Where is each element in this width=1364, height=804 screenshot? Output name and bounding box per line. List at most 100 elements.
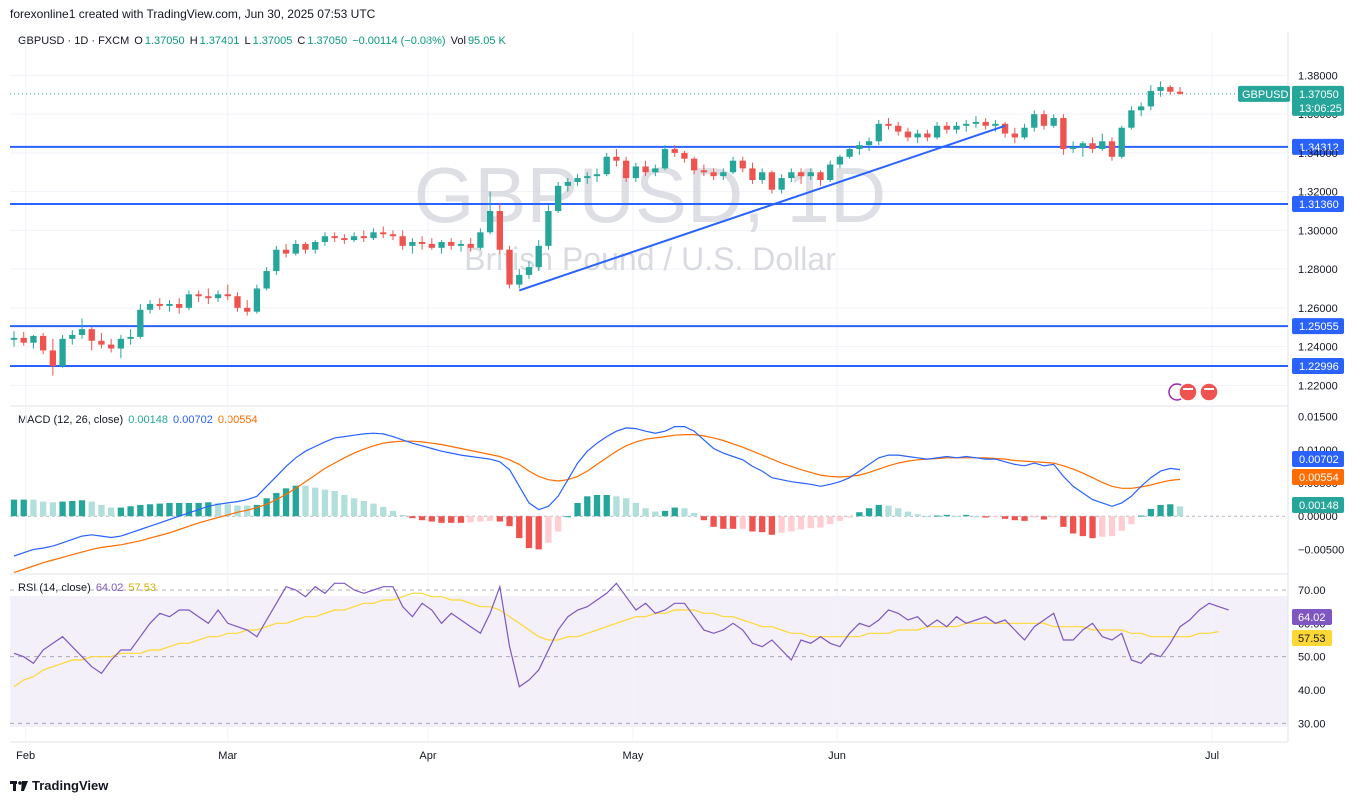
- macd-histogram-bar: [661, 510, 669, 517]
- macd-histogram-bar: [535, 516, 542, 550]
- change-value: −0.00114 (−0.08%): [352, 35, 446, 47]
- symbol-label[interactable]: GBPUSD · 1D · FXCM: [18, 35, 130, 47]
- candle-body: [506, 249, 513, 285]
- macd-value-label: 0.00702: [1299, 454, 1339, 466]
- macd-histogram-bar: [399, 514, 406, 517]
- price-tick-label: 1.34000: [1298, 148, 1338, 160]
- footer-brand[interactable]: TradingView: [10, 778, 108, 793]
- candle-body: [554, 185, 562, 212]
- candle-body: [856, 145, 863, 150]
- candle-body: [972, 121, 980, 124]
- macd-histogram-bar: [875, 504, 882, 517]
- symbol-tag: [1238, 85, 1290, 102]
- price-tick-label: 1.22000: [1298, 380, 1338, 392]
- macd-histogram-bar: [321, 489, 329, 517]
- macd-line: [13, 426, 1181, 557]
- candle-body: [166, 303, 173, 306]
- macd-histogram-bar: [943, 514, 950, 517]
- macd-histogram-bar: [1031, 516, 1038, 518]
- candle-body: [1099, 141, 1106, 150]
- macd-histogram-bar: [20, 499, 27, 517]
- horizontal-levels[interactable]: 1.34312 1.31360 1.25055 1.22996: [10, 138, 1344, 375]
- macd-histogram-bar: [759, 516, 766, 533]
- macd-histogram-bar: [292, 485, 299, 517]
- economic-events[interactable]: [1168, 382, 1219, 402]
- macd-histogram-bar: [924, 516, 931, 518]
- macd-histogram-bar: [457, 516, 465, 523]
- macd-histogram-bar: [1137, 515, 1145, 517]
- level-price-tag: [1292, 196, 1344, 213]
- uk-flag-icon[interactable]: [1178, 382, 1198, 402]
- macd-histogram-bar: [603, 494, 610, 517]
- ohlc-legend: GBPUSD · 1D · FXCM O 1.37050 H 1.37401 L 1.…: [18, 35, 506, 47]
- candle-body: [1147, 90, 1155, 107]
- candle-body: [1011, 133, 1018, 138]
- macd-histogram-bar: [146, 504, 154, 517]
- macd-histogram-bar: [865, 508, 873, 517]
- candle-body: [20, 337, 27, 343]
- candle-body: [953, 125, 960, 130]
- open-value: 1.37050: [144, 35, 185, 47]
- rsi-ma-value: 57.53: [128, 582, 156, 594]
- level-price-label: 1.31360: [1299, 199, 1339, 211]
- macd-histogram-bar: [117, 507, 125, 517]
- macd-value-tag: [1292, 451, 1344, 467]
- macd-histogram-bar: [953, 516, 960, 518]
- trendline[interactable]: [518, 124, 1006, 292]
- macd-histogram-bar: [205, 502, 212, 517]
- macd-histogram-bar: [836, 516, 844, 521]
- candle-body: [253, 288, 261, 312]
- macd-histogram-bar: [574, 502, 581, 517]
- rsi-title[interactable]: RSI (14, close): [18, 582, 91, 594]
- macd-title[interactable]: MACD (12, 26, close): [18, 414, 124, 426]
- macd-tick-label: 0.00000: [1298, 511, 1338, 523]
- macd-histogram-bar: [380, 506, 387, 517]
- macd-histogram-bar: [166, 502, 173, 517]
- level-price-label: 1.34312: [1299, 142, 1339, 154]
- price-tick-label: 1.38000: [1298, 70, 1338, 82]
- macd-histogram-bar: [156, 503, 163, 517]
- macd-histogram-bar: [273, 492, 280, 517]
- macd-histogram-bar: [1089, 516, 1096, 539]
- us-flag-icon[interactable]: [1199, 382, 1219, 402]
- candle-body: [438, 241, 445, 248]
- candle-body: [1128, 110, 1135, 128]
- macd-histogram-bar: [1011, 516, 1018, 521]
- candle-body: [545, 211, 552, 246]
- candle-body: [788, 172, 795, 179]
- candle-body: [768, 172, 776, 190]
- candle-body: [59, 338, 66, 366]
- last-price-tag: [1292, 85, 1344, 116]
- macd-histogram-bar: [797, 516, 805, 530]
- macd-histogram-bar: [788, 516, 795, 532]
- candle-body: [671, 149, 678, 153]
- rsi-pane: [10, 582, 1288, 724]
- macd-histogram-bar: [10, 499, 18, 517]
- macd-tick-label: −0.00500: [1298, 544, 1344, 556]
- tradingview-logo-icon: [10, 780, 28, 791]
- macd-histogram-bar: [78, 500, 86, 517]
- macd-histogram-bar: [467, 516, 474, 523]
- close-value: 1.37050: [307, 35, 348, 47]
- candle-body: [710, 172, 717, 177]
- macd-histogram-bar: [49, 502, 57, 517]
- macd-histogram-bar: [331, 490, 338, 517]
- macd-histogram-bar: [1147, 508, 1155, 517]
- rsi-band: [10, 596, 1288, 727]
- candle-body: [797, 172, 805, 177]
- level-price-label: 1.22996: [1299, 361, 1339, 373]
- candle-body: [10, 337, 18, 340]
- macd-histogram-bar: [525, 516, 533, 549]
- macd-histogram-bar: [389, 510, 397, 517]
- price-tick-label: 1.26000: [1298, 303, 1338, 315]
- price-tick-label: 1.30000: [1298, 225, 1338, 237]
- ascending-trendline[interactable]: [518, 124, 1006, 292]
- candle-body: [603, 156, 610, 175]
- price-tick-label: 1.24000: [1298, 342, 1338, 354]
- rsi-tick-label: 40.00: [1298, 685, 1326, 697]
- macd-histogram-bar: [749, 516, 756, 532]
- candle-body: [1001, 123, 1009, 134]
- candle-body: [1021, 127, 1028, 138]
- macd-pane: [10, 426, 1288, 574]
